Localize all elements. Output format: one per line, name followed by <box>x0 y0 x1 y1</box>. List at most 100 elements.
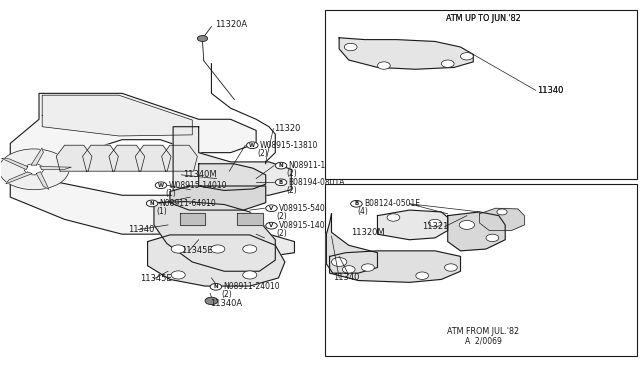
Circle shape <box>416 272 429 279</box>
Circle shape <box>266 205 277 212</box>
Circle shape <box>342 266 355 273</box>
Polygon shape <box>109 145 145 171</box>
Text: W: W <box>158 183 164 188</box>
Text: W08915-14010: W08915-14010 <box>169 181 227 190</box>
Circle shape <box>362 264 374 271</box>
Circle shape <box>24 164 44 175</box>
Text: A  2/0069: A 2/0069 <box>465 336 502 345</box>
Text: 11345E: 11345E <box>140 274 172 283</box>
Text: (2): (2) <box>221 290 232 299</box>
Circle shape <box>0 149 69 190</box>
Text: V08915-14010: V08915-14010 <box>279 221 335 230</box>
Bar <box>325 10 637 179</box>
Circle shape <box>275 162 287 169</box>
Polygon shape <box>237 213 262 225</box>
Text: 11340: 11340 <box>537 86 563 95</box>
Text: W: W <box>249 143 255 148</box>
Text: W08915-13810: W08915-13810 <box>260 141 318 150</box>
Polygon shape <box>83 145 118 171</box>
Circle shape <box>266 222 277 229</box>
Polygon shape <box>173 127 294 260</box>
Circle shape <box>429 219 442 227</box>
Polygon shape <box>6 172 32 184</box>
Text: 11321: 11321 <box>422 222 449 231</box>
Polygon shape <box>179 213 205 225</box>
Polygon shape <box>479 208 524 231</box>
Text: 11340: 11340 <box>333 273 359 282</box>
Circle shape <box>210 283 221 290</box>
Circle shape <box>486 234 499 241</box>
Text: (2): (2) <box>276 212 287 221</box>
Circle shape <box>243 271 257 279</box>
Text: (4): (4) <box>357 208 368 217</box>
Text: N08911-1082A: N08911-1082A <box>289 161 346 170</box>
Text: 11320: 11320 <box>274 124 300 133</box>
Circle shape <box>147 200 158 207</box>
Polygon shape <box>42 95 192 136</box>
Circle shape <box>442 60 454 67</box>
Text: B: B <box>279 180 283 185</box>
Text: (1): (1) <box>157 208 167 217</box>
Text: N08911-64010: N08911-64010 <box>160 199 216 208</box>
Polygon shape <box>198 164 266 190</box>
Circle shape <box>351 201 362 207</box>
Circle shape <box>460 221 474 230</box>
Circle shape <box>275 179 287 186</box>
Polygon shape <box>148 235 285 286</box>
Circle shape <box>211 245 225 253</box>
Text: B08194-0801A: B08194-0801A <box>289 178 345 187</box>
Text: V: V <box>269 223 273 228</box>
Polygon shape <box>10 93 256 234</box>
Circle shape <box>197 36 207 41</box>
Circle shape <box>378 62 390 69</box>
Circle shape <box>461 52 473 60</box>
Circle shape <box>497 209 507 215</box>
Text: 11320M: 11320M <box>351 228 384 237</box>
Text: B: B <box>355 201 358 206</box>
Text: (2): (2) <box>276 229 287 238</box>
Polygon shape <box>448 212 505 251</box>
Text: B08124-0501E: B08124-0501E <box>364 199 420 208</box>
Text: N: N <box>214 284 218 289</box>
Text: ATM FROM JUL.'82: ATM FROM JUL.'82 <box>447 327 520 336</box>
Polygon shape <box>1 158 28 170</box>
Circle shape <box>205 297 218 305</box>
Circle shape <box>344 43 357 51</box>
Polygon shape <box>330 251 461 282</box>
Circle shape <box>172 245 185 253</box>
Polygon shape <box>135 145 171 171</box>
Polygon shape <box>170 186 266 210</box>
Polygon shape <box>36 171 49 189</box>
Bar <box>325 184 637 356</box>
Text: V: V <box>269 206 273 211</box>
Text: (2): (2) <box>287 169 298 178</box>
Text: ATM UP TO JUN.'82: ATM UP TO JUN.'82 <box>446 14 521 23</box>
Text: 11340: 11340 <box>537 86 563 95</box>
Circle shape <box>246 142 258 148</box>
Text: (2): (2) <box>287 186 298 195</box>
Text: N08911-24010: N08911-24010 <box>223 282 280 291</box>
Polygon shape <box>154 202 275 271</box>
Text: ATM UP TO JUN.'82: ATM UP TO JUN.'82 <box>446 14 521 23</box>
Circle shape <box>156 182 167 189</box>
Text: 11320A: 11320A <box>214 20 247 29</box>
Circle shape <box>172 271 185 279</box>
Circle shape <box>387 214 400 221</box>
Text: V08915-54010: V08915-54010 <box>279 204 335 213</box>
Circle shape <box>445 264 458 271</box>
Text: 11340M: 11340M <box>182 170 216 179</box>
Text: 11340: 11340 <box>129 225 155 234</box>
Polygon shape <box>162 145 197 171</box>
Polygon shape <box>31 148 44 165</box>
Polygon shape <box>378 210 448 240</box>
Circle shape <box>243 245 257 253</box>
Text: 11345E: 11345E <box>180 246 212 255</box>
Polygon shape <box>339 38 473 69</box>
Circle shape <box>332 257 347 266</box>
Text: (1): (1) <box>166 189 176 198</box>
Polygon shape <box>56 145 92 171</box>
Polygon shape <box>326 214 378 273</box>
Text: N: N <box>279 163 284 168</box>
Polygon shape <box>40 166 71 169</box>
Text: N: N <box>150 201 154 206</box>
